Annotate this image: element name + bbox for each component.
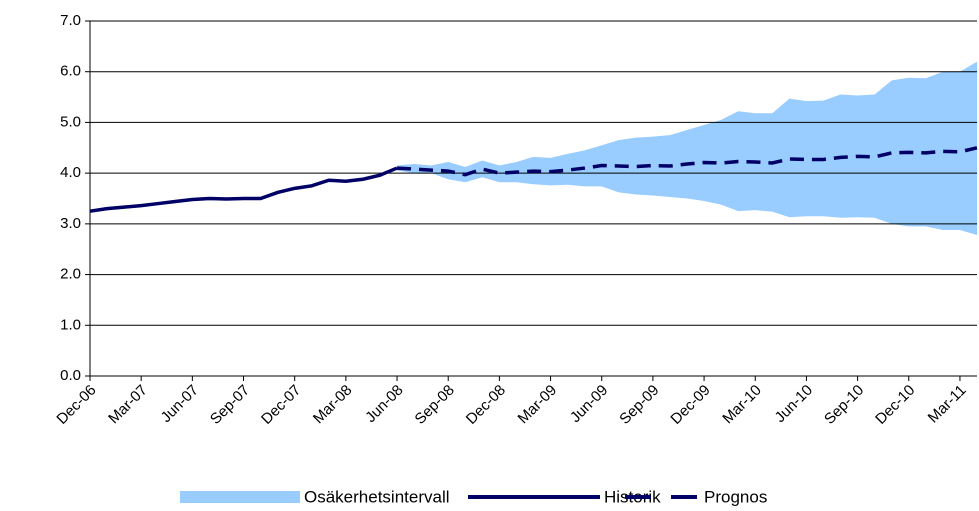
- x-tick-label: Dec-10: [872, 382, 918, 428]
- x-tick-label: Mar-08: [310, 382, 356, 428]
- x-tick-label: Jun-09: [567, 382, 611, 426]
- x-tick-label: Dec-07: [258, 382, 304, 428]
- x-tick-label: Jun-10: [772, 382, 816, 426]
- x-tick-label: Sep-10: [821, 382, 867, 428]
- x-tick-label: Mar-07: [105, 382, 151, 428]
- x-tick-label: Dec-06: [53, 382, 99, 428]
- x-tick-label: Jun-07: [158, 382, 202, 426]
- x-tick-label: Sep-09: [616, 382, 662, 428]
- y-tick-label: 1.0: [60, 316, 81, 333]
- forecast-line: [396, 146, 978, 177]
- x-tick-label: Mar-10: [719, 382, 765, 428]
- y-tick-label: 5.0: [60, 113, 81, 130]
- x-tick-label: Mar-09: [515, 382, 561, 428]
- y-tick-label: 4.0: [60, 164, 81, 181]
- history-line: [89, 166, 398, 213]
- y-tick-label: 6.0: [60, 63, 81, 80]
- legend-swatch: [180, 491, 300, 503]
- y-tick-label: 3.0: [60, 215, 81, 232]
- legend-label: Prognos: [704, 487, 767, 506]
- x-tick-label: Mar-11: [925, 382, 970, 427]
- x-tick-label: Dec-09: [667, 382, 713, 428]
- y-tick-label: 7.0: [60, 12, 81, 29]
- x-tick-label: Sep-08: [412, 382, 458, 428]
- x-tick-label: Jun-08: [362, 382, 406, 426]
- x-tick-label: Dec-08: [463, 382, 509, 428]
- y-tick-label: 0.0: [60, 367, 81, 384]
- legend-label: Osäkerhetsintervall: [304, 487, 450, 506]
- y-tick-label: 2.0: [60, 266, 81, 283]
- uncertainty-band: [397, 61, 977, 236]
- x-tick-label: Sep-07: [207, 382, 253, 428]
